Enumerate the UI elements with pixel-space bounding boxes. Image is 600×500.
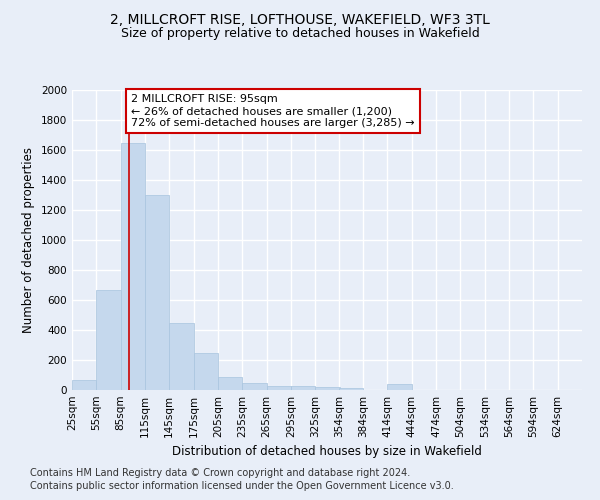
Bar — [194, 352, 218, 390]
Bar — [315, 387, 340, 390]
Bar — [266, 386, 291, 390]
X-axis label: Distribution of detached houses by size in Wakefield: Distribution of detached houses by size … — [172, 446, 482, 458]
Bar — [218, 377, 242, 390]
Text: 2 MILLCROFT RISE: 95sqm
← 26% of detached houses are smaller (1,200)
72% of semi: 2 MILLCROFT RISE: 95sqm ← 26% of detache… — [131, 94, 415, 128]
Bar — [145, 195, 169, 390]
Bar — [291, 386, 315, 390]
Text: 2, MILLCROFT RISE, LOFTHOUSE, WAKEFIELD, WF3 3TL: 2, MILLCROFT RISE, LOFTHOUSE, WAKEFIELD,… — [110, 12, 490, 26]
Bar — [169, 324, 194, 390]
Bar — [72, 380, 97, 390]
Bar — [242, 382, 266, 390]
Text: Contains public sector information licensed under the Open Government Licence v3: Contains public sector information licen… — [30, 481, 454, 491]
Text: Size of property relative to detached houses in Wakefield: Size of property relative to detached ho… — [121, 28, 479, 40]
Bar — [339, 388, 363, 390]
Bar — [121, 142, 145, 390]
Y-axis label: Number of detached properties: Number of detached properties — [22, 147, 35, 333]
Bar — [97, 290, 121, 390]
Bar — [388, 384, 412, 390]
Text: Contains HM Land Registry data © Crown copyright and database right 2024.: Contains HM Land Registry data © Crown c… — [30, 468, 410, 477]
